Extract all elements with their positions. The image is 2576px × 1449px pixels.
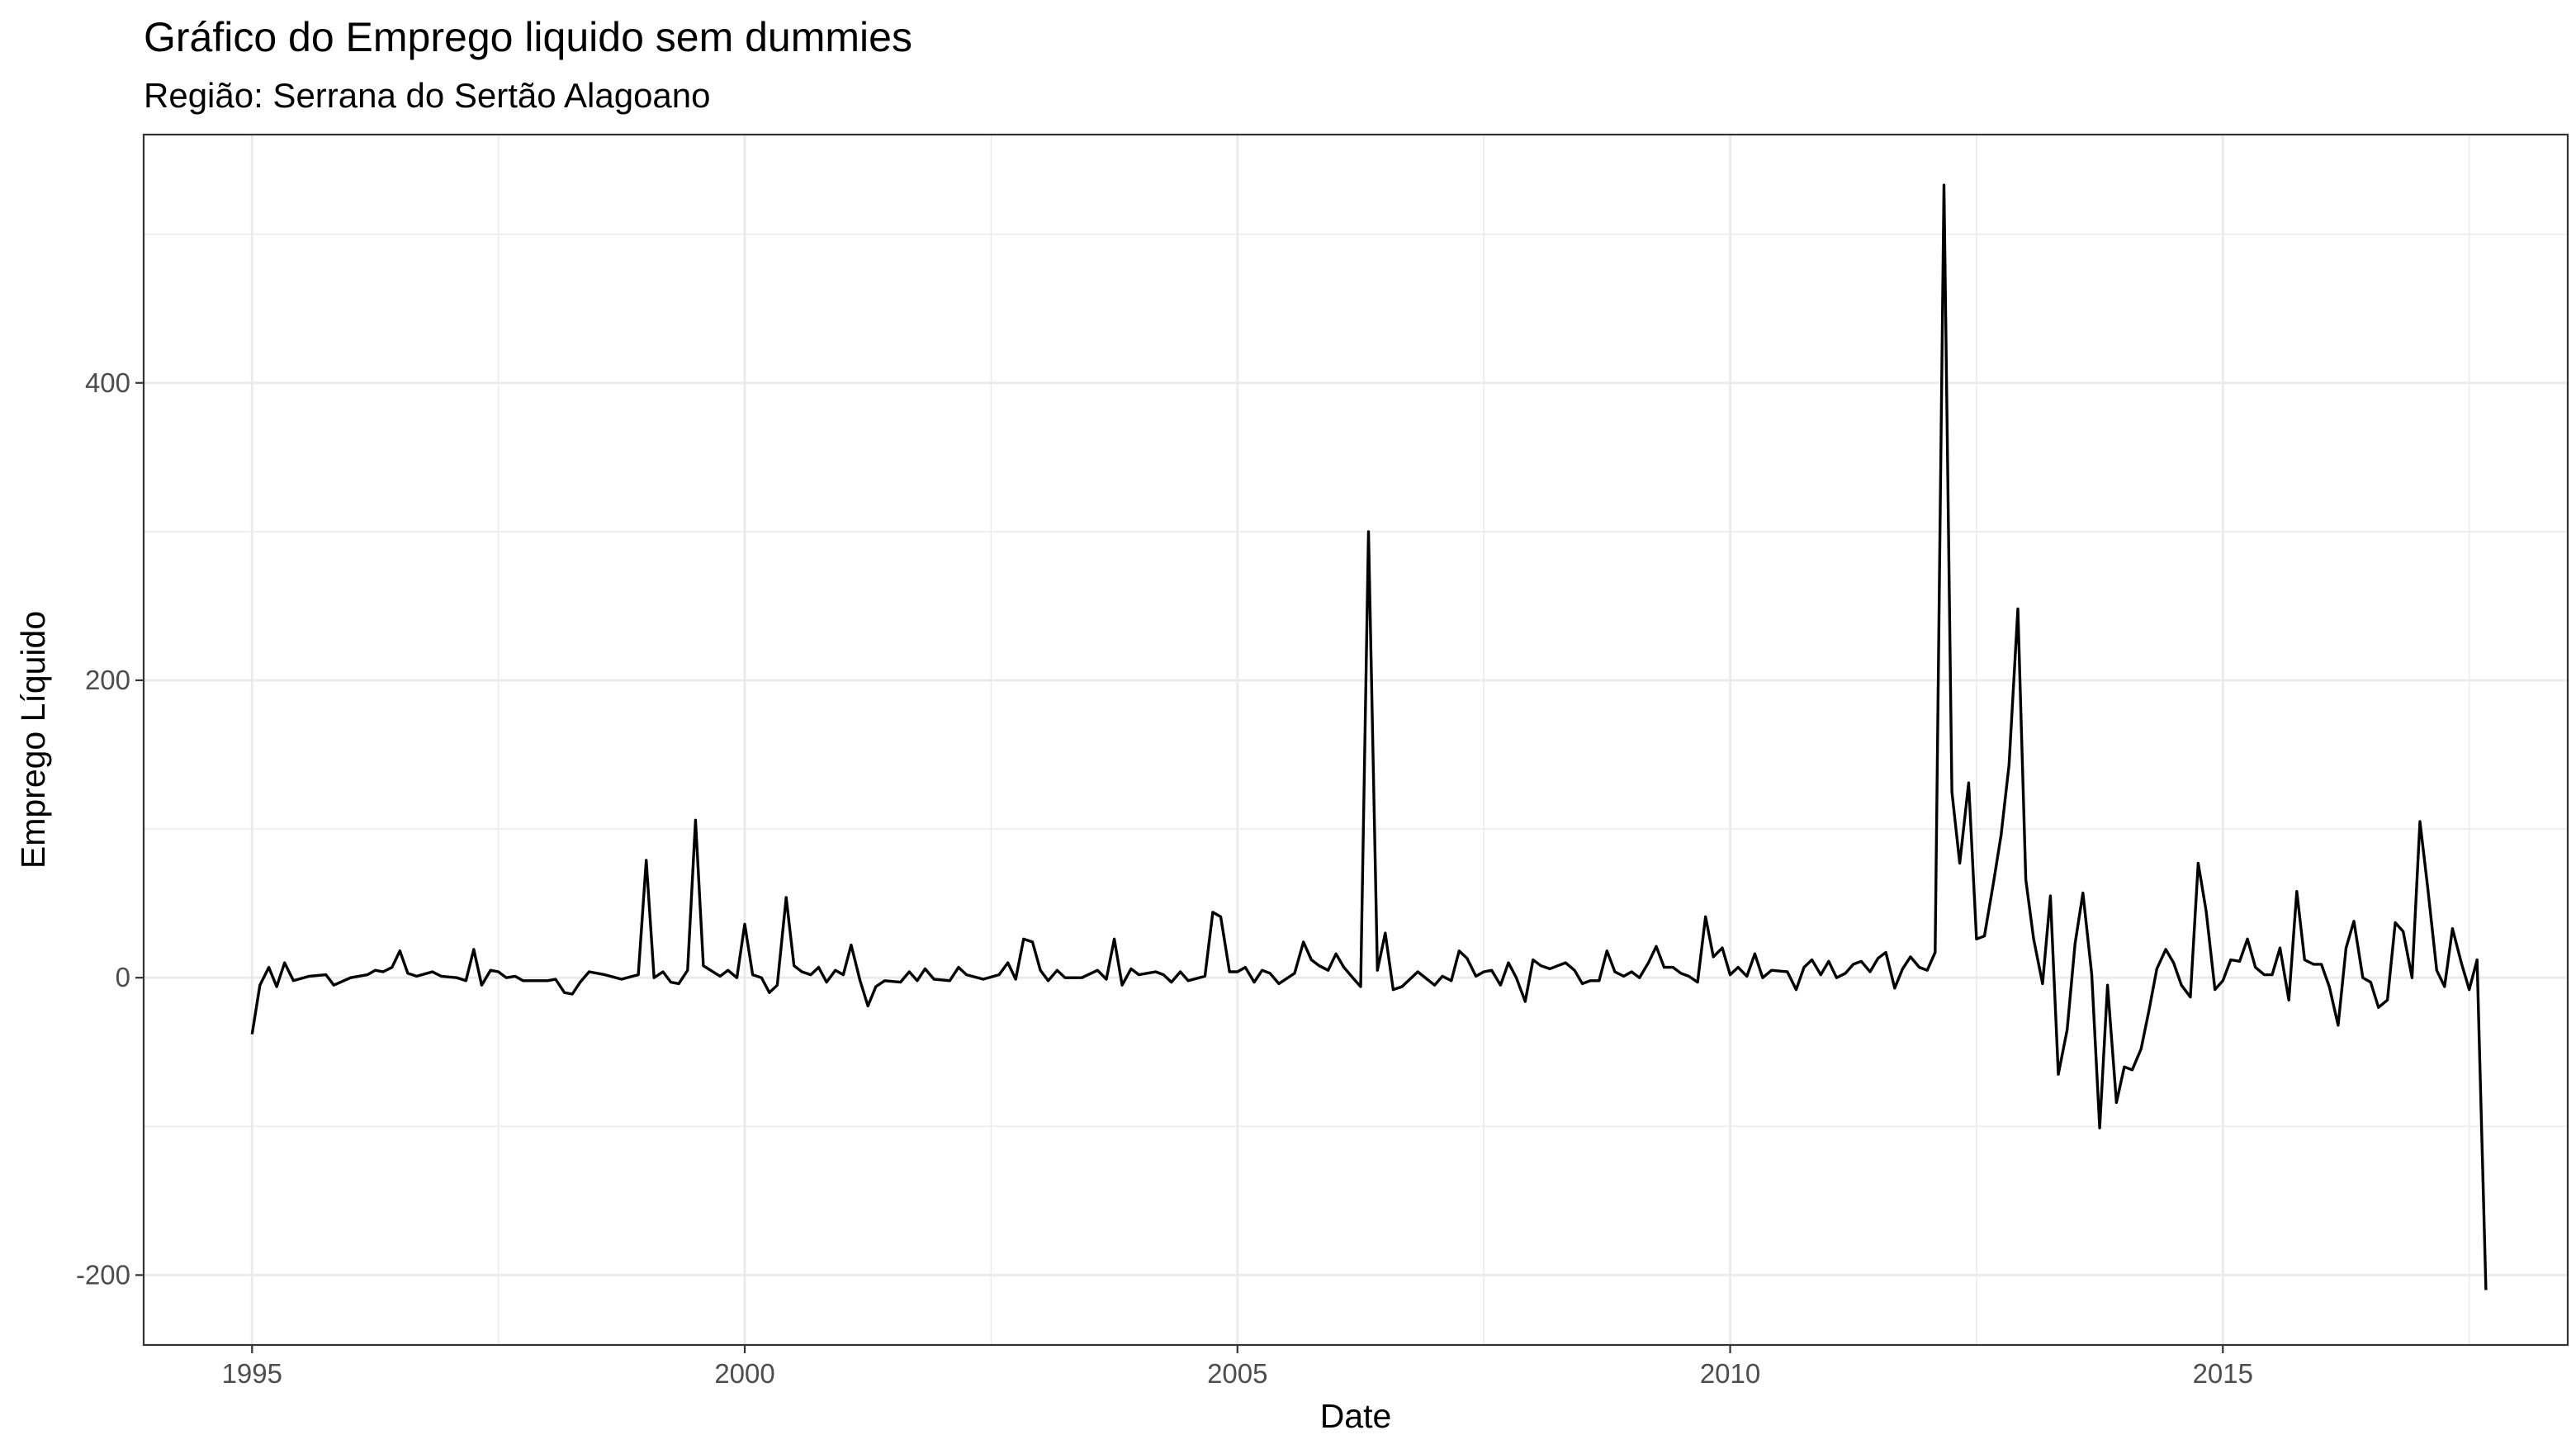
x-axis-title: Date: [1320, 1397, 1392, 1435]
y-axis: -200 0 200 400: [76, 367, 144, 1290]
x-tick-label: 2000: [714, 1358, 774, 1389]
y-tick-label: -200: [76, 1259, 130, 1290]
grid-minor: [144, 135, 2568, 1345]
x-tick-label: 2015: [2193, 1358, 2253, 1389]
plot-panel-border: [142, 133, 2569, 1347]
y-axis-title: Emprego Líquido: [14, 611, 52, 869]
x-tick-label: 2005: [1207, 1358, 1267, 1389]
chart-subtitle: Região: Serrana do Sertão Alagoano: [144, 76, 711, 115]
y-tick-label: 0: [116, 962, 130, 992]
x-tick-label: 1995: [222, 1358, 282, 1389]
x-tick-label: 2010: [1700, 1358, 1760, 1389]
series-line: [250, 183, 2488, 1290]
x-axis: 1995 2000 2005 2010 2015: [222, 1345, 2253, 1389]
y-tick-label: 200: [85, 665, 130, 695]
series-layer: [250, 183, 2488, 1290]
plot-panel-background: [144, 135, 2568, 1345]
chart-title: Gráfico do Emprego liquido sem dummies: [144, 14, 912, 60]
plot-panel: [142, 133, 2569, 1347]
grid-major: [144, 135, 2568, 1345]
y-tick-label: 400: [85, 367, 130, 398]
